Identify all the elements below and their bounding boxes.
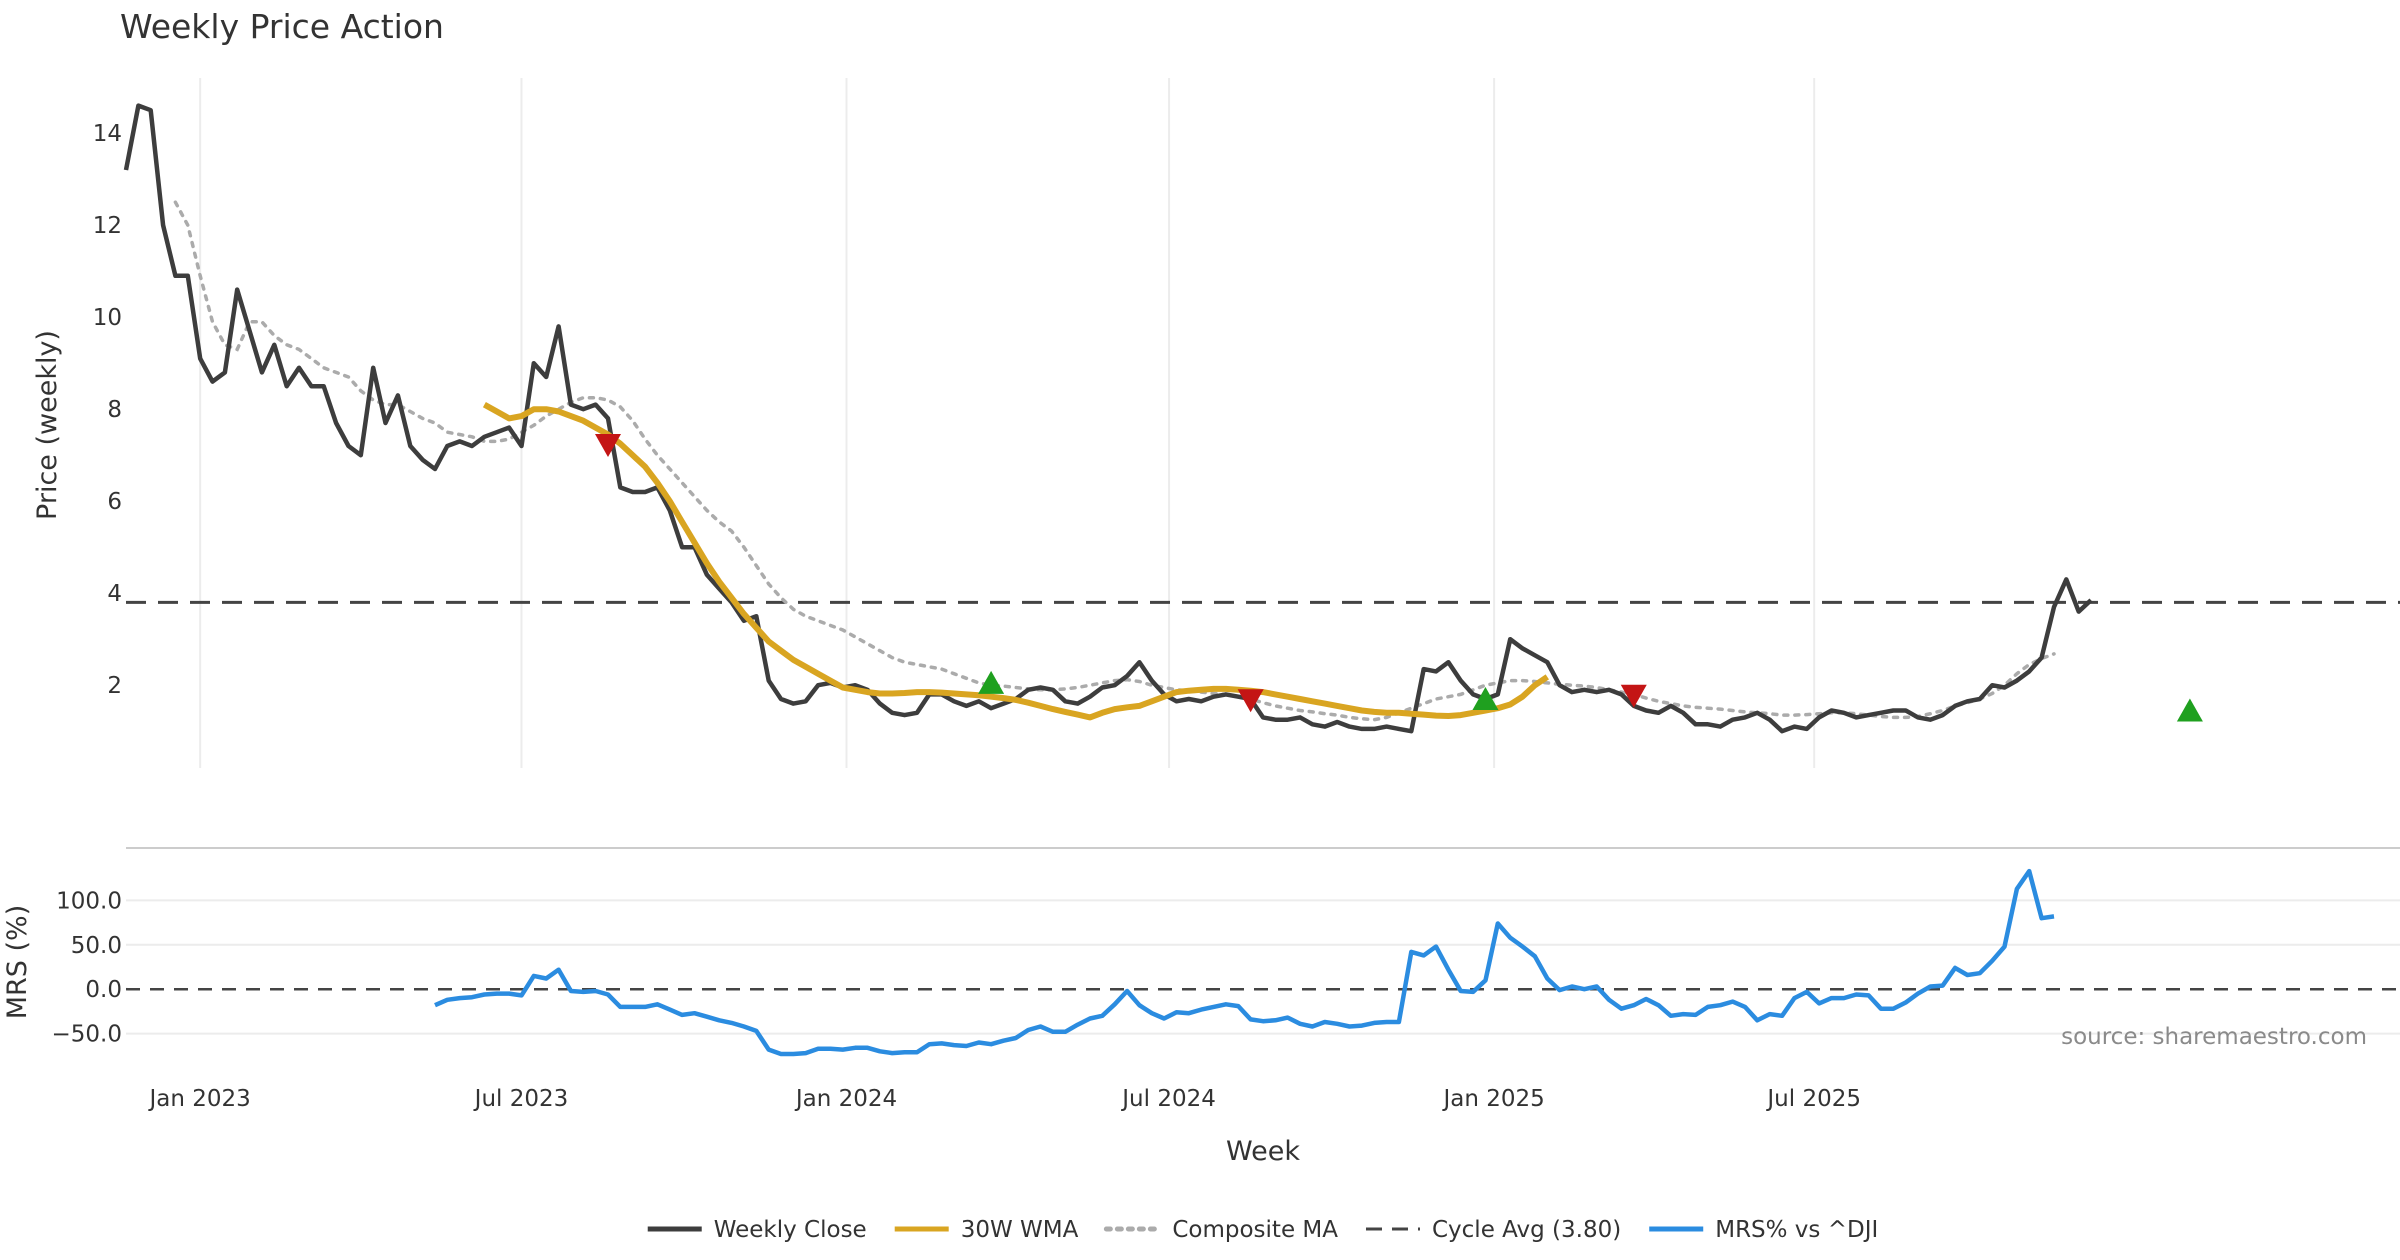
price-y-tick-label: 12: [93, 213, 122, 239]
legend-label: MRS% vs ^DJI: [1715, 1217, 1878, 1243]
legend-label: 30W WMA: [961, 1217, 1079, 1243]
composite-ma-line: [173, 200, 2056, 722]
sell-signal-marker: [1237, 689, 1264, 713]
x-tick-label: Jul 2025: [1765, 1086, 1861, 1112]
legend-label: Weekly Close: [714, 1217, 867, 1243]
buy-signal-marker: [978, 670, 1005, 694]
mrs-line: [434, 868, 2055, 1057]
price-y-tick-label: 10: [93, 305, 122, 331]
price-y-ticks: 2 4 6 8 10 12 14: [93, 121, 122, 699]
mrs-y-tick-label: 100.0: [56, 888, 122, 914]
x-tick-label: Jan 2025: [1441, 1086, 1544, 1112]
legend-label: Cycle Avg (3.80): [1432, 1217, 1621, 1243]
x-tick-label: Jul 2024: [1120, 1086, 1216, 1112]
price-grid: [199, 78, 1816, 768]
legend-label: Composite MA: [1172, 1217, 1338, 1243]
price-panel: 2 4 6 8 10 12 14 Price (weekly): [32, 78, 2400, 768]
price-y-axis-title: Price (weekly): [32, 330, 63, 520]
x-axis-ticks: Jan 2023 Jul 2023 Jan 2024 Jul 2024 Jan 2025…: [147, 1086, 1861, 1112]
signal-markers: [594, 434, 2203, 722]
mrs-y-tick-label: 0.0: [85, 977, 122, 1003]
mrs-y-tick-label: 50.0: [71, 933, 122, 959]
mrs-y-ticks: 100.0 50.0 0.0 −50.0: [52, 888, 122, 1047]
buy-signal-marker: [2176, 698, 2203, 722]
wma-30w-line: [482, 401, 1549, 721]
mrs-y-axis-title: MRS (%): [2, 905, 33, 1020]
x-tick-label: Jul 2023: [473, 1086, 569, 1112]
mrs-y-tick-label: −50.0: [52, 1022, 122, 1048]
buy-signal-marker: [1472, 687, 1499, 710]
weekly-close-line: [123, 103, 2093, 734]
price-y-tick-label: 6: [107, 489, 122, 515]
source-label: source: sharemaestro.com: [2061, 1024, 2367, 1050]
chart-title: Weekly Price Action: [120, 7, 444, 46]
legend: Weekly Close 30W WMA Composite MA Cycle Avg…: [647, 1217, 1878, 1243]
price-y-tick-label: 2: [107, 673, 122, 699]
x-axis-title: Week: [1226, 1136, 1300, 1167]
sell-signal-marker: [594, 434, 621, 457]
x-tick-label: Jan 2024: [794, 1086, 897, 1112]
price-y-tick-label: 14: [93, 121, 122, 147]
price-y-tick-label: 4: [107, 581, 122, 607]
x-tick-label: Jan 2023: [147, 1086, 250, 1112]
mrs-grid: [126, 899, 2400, 1035]
price-y-tick-label: 8: [107, 397, 122, 423]
mrs-panel: 100.0 50.0 0.0 −50.0 MRS (%) source: sharem…: [2, 868, 2400, 1057]
sell-signal-marker: [1620, 684, 1647, 708]
